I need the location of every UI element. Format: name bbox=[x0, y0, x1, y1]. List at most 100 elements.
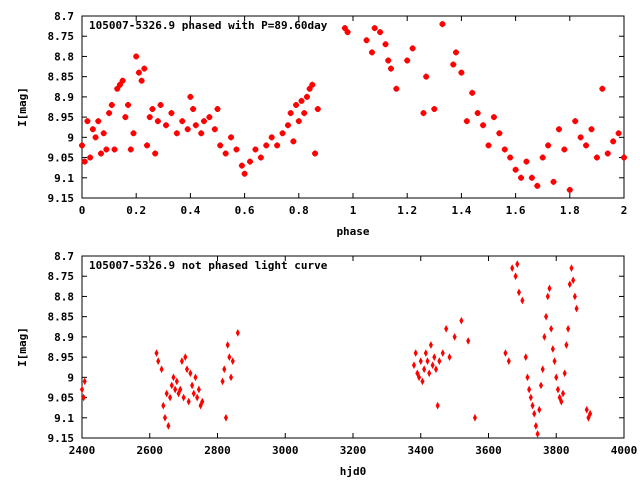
x-tick-label: 3800 bbox=[543, 444, 570, 457]
data-point bbox=[144, 142, 151, 149]
x-tick-label: 0.4 bbox=[180, 204, 200, 217]
data-point bbox=[377, 29, 384, 36]
data-point bbox=[427, 369, 432, 378]
data-point bbox=[92, 134, 99, 141]
data-point bbox=[574, 304, 579, 313]
y-tick-label: 9.15 bbox=[48, 432, 75, 445]
data-point bbox=[178, 385, 183, 394]
data-point bbox=[186, 397, 191, 406]
data-point bbox=[181, 393, 186, 402]
data-point bbox=[149, 106, 156, 113]
data-point bbox=[452, 49, 459, 56]
data-point bbox=[163, 122, 170, 129]
data-point bbox=[450, 61, 457, 68]
data-point bbox=[191, 389, 196, 398]
data-point bbox=[279, 130, 286, 137]
data-point bbox=[458, 69, 465, 76]
data-point bbox=[222, 365, 227, 374]
data-point bbox=[138, 77, 145, 84]
data-point bbox=[287, 110, 294, 117]
data-point bbox=[437, 357, 442, 366]
data-point bbox=[538, 381, 544, 390]
data-point bbox=[247, 158, 254, 165]
data-point bbox=[584, 405, 589, 414]
data-point bbox=[238, 162, 245, 169]
data-point bbox=[82, 377, 87, 386]
y-tick-label: 8.8 bbox=[54, 290, 74, 303]
phased-light-curve-panel: 0 0.2 0.4 0.6 0.8 1 1.2 1.4 1.6 1.8 2 8.7 8.75 8.8 8.8… bbox=[16, 10, 627, 238]
data-point bbox=[161, 401, 166, 410]
data-point bbox=[303, 93, 310, 100]
y-tick-label: 8.7 bbox=[54, 10, 74, 23]
data-point bbox=[127, 146, 134, 153]
data-point bbox=[518, 174, 525, 181]
data-point bbox=[393, 85, 400, 92]
data-point bbox=[542, 333, 547, 341]
data-point bbox=[420, 110, 427, 117]
data-point bbox=[411, 361, 417, 370]
data-point bbox=[164, 389, 169, 398]
data-point bbox=[507, 154, 514, 161]
data-point bbox=[557, 393, 562, 402]
data-point bbox=[433, 365, 439, 374]
data-point bbox=[418, 357, 423, 366]
data-point bbox=[195, 393, 200, 402]
data-point bbox=[157, 101, 164, 108]
data-point bbox=[241, 170, 248, 177]
data-point bbox=[422, 365, 427, 374]
data-point bbox=[214, 106, 221, 113]
data-point bbox=[228, 134, 235, 141]
data-point bbox=[368, 49, 375, 56]
y-tick-label: 9.05 bbox=[48, 392, 75, 405]
data-point bbox=[81, 158, 88, 165]
data-point bbox=[79, 142, 85, 149]
data-point bbox=[114, 85, 121, 92]
data-point bbox=[566, 186, 573, 193]
data-point bbox=[572, 118, 579, 125]
x-tick-label: 1 bbox=[350, 204, 357, 217]
data-point bbox=[81, 393, 86, 402]
data-point bbox=[198, 401, 203, 410]
data-point bbox=[539, 154, 546, 161]
data-point bbox=[135, 69, 142, 76]
data-point bbox=[588, 126, 595, 133]
y-tick-label: 9.15 bbox=[48, 192, 75, 205]
data-point bbox=[387, 65, 394, 72]
data-point bbox=[168, 110, 175, 117]
data-point bbox=[100, 130, 107, 137]
data-point bbox=[520, 296, 525, 305]
data-point bbox=[537, 405, 542, 414]
data-point bbox=[545, 292, 550, 301]
data-point bbox=[79, 385, 85, 394]
y-tick-label: 8.75 bbox=[48, 30, 75, 43]
data-point bbox=[432, 353, 437, 361]
data-point bbox=[108, 101, 115, 108]
data-point bbox=[211, 126, 218, 133]
x-tick-label: 2400 bbox=[69, 444, 96, 457]
data-point bbox=[515, 260, 520, 268]
data-point bbox=[87, 154, 94, 161]
data-point bbox=[154, 349, 159, 357]
data-point bbox=[293, 101, 300, 108]
data-point bbox=[610, 138, 617, 145]
data-point bbox=[371, 25, 378, 32]
data-point bbox=[417, 373, 422, 382]
data-point bbox=[196, 385, 201, 394]
y-tick-label: 9.05 bbox=[48, 152, 75, 165]
plot-frame bbox=[81, 15, 625, 199]
data-point bbox=[560, 389, 566, 398]
data-point bbox=[274, 142, 281, 149]
data-point bbox=[550, 178, 557, 185]
data-point bbox=[141, 65, 148, 72]
data-point bbox=[554, 373, 559, 382]
data-point bbox=[156, 357, 161, 366]
data-point bbox=[130, 130, 137, 137]
data-point bbox=[439, 21, 446, 28]
x-tick-label: 2800 bbox=[204, 444, 231, 457]
data-point bbox=[466, 337, 471, 345]
data-point bbox=[503, 349, 508, 357]
data-point bbox=[447, 353, 452, 361]
data-point bbox=[152, 150, 159, 157]
y-tick-label: 8.9 bbox=[54, 331, 74, 344]
